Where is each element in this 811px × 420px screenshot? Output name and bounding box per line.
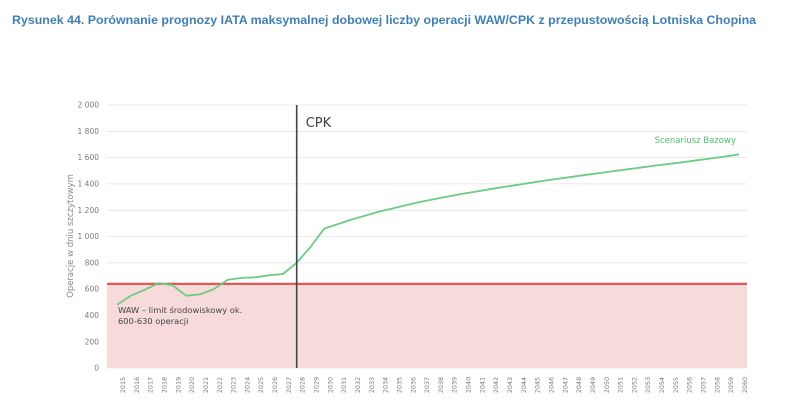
x-tick-2033: 2033 (368, 377, 376, 393)
x-tick-2049: 2049 (589, 377, 597, 393)
x-tick-2039: 2039 (451, 377, 459, 393)
y-tick-1000: 1 000 (78, 232, 100, 241)
y-tick-labels: 0 200 400 600 800 1 000 1 200 1 400 1 600 1 800 2 … (78, 101, 100, 373)
x-tick-2056: 2056 (686, 377, 694, 393)
x-tick-2025: 2025 (257, 377, 265, 393)
x-tick-2059: 2059 (727, 377, 735, 393)
x-tick-2035: 2035 (395, 377, 403, 393)
figure-caption: Rysunek 44. Porównanie prognozy IATA mak… (12, 13, 757, 27)
x-tick-2020: 2020 (188, 377, 196, 393)
x-tick-2041: 2041 (478, 377, 486, 393)
x-tick-2027: 2027 (285, 377, 293, 393)
y-tick-1400: 1 400 (78, 180, 100, 189)
x-tick-2042: 2042 (492, 377, 500, 393)
x-tick-2054: 2054 (658, 377, 666, 393)
x-tick-2057: 2057 (700, 377, 708, 393)
x-tick-2017: 2017 (147, 377, 155, 393)
x-tick-labels: 2015 2016 2017 2018 2019 2020 2021 2022 2023 2024… (119, 377, 749, 393)
limit-annotation-line-1: WAW – limit środowiskowy ok. (118, 305, 242, 315)
x-tick-2038: 2038 (437, 377, 445, 393)
limit-annotation-line-2: 600-630 operacji (118, 316, 188, 326)
x-tick-2048: 2048 (575, 377, 583, 393)
x-tick-2053: 2053 (644, 377, 652, 393)
x-tick-2046: 2046 (547, 377, 555, 393)
x-tick-2026: 2026 (271, 377, 279, 393)
limit-annotation: WAW – limit środowiskowy ok. 600-630 oper… (118, 305, 242, 326)
x-tick-2022: 2022 (216, 377, 224, 393)
x-tick-2058: 2058 (713, 377, 721, 393)
x-tick-2055: 2055 (672, 377, 680, 393)
series-line-scenariusz-bazowy (116, 153, 740, 306)
limit-zone-layer (107, 282, 747, 368)
y-tick-600: 600 (85, 285, 100, 294)
x-tick-2036: 2036 (409, 377, 417, 393)
x-tick-2018: 2018 (160, 377, 168, 393)
x-tick-2024: 2024 (243, 377, 251, 393)
x-tick-2016: 2016 (133, 377, 141, 393)
x-tick-2043: 2043 (506, 377, 514, 393)
x-tick-2045: 2045 (534, 377, 542, 393)
x-tick-2023: 2023 (230, 377, 238, 393)
x-tick-2052: 2052 (630, 377, 638, 393)
x-tick-2029: 2029 (313, 377, 321, 393)
limit-zone (107, 283, 747, 368)
x-tick-2060: 2060 (741, 377, 749, 393)
x-tick-2028: 2028 (299, 377, 307, 393)
y-tick-0: 0 (94, 364, 99, 373)
x-tick-2051: 2051 (617, 377, 625, 393)
x-tick-2050: 2050 (603, 377, 611, 393)
y-tick-1200: 1 200 (78, 206, 100, 215)
y-tick-800: 800 (85, 258, 100, 267)
y-axis-label: Operacje w dniu szczytowym (66, 174, 76, 298)
y-tick-1600: 1 600 (78, 153, 100, 162)
x-tick-2044: 2044 (520, 377, 528, 393)
y-tick-200: 200 (85, 337, 100, 346)
series-label-scenariusz-bazowy: Scenariusz Bazowy (655, 136, 736, 146)
x-tick-2047: 2047 (561, 377, 569, 393)
x-tick-2015: 2015 (119, 377, 127, 393)
x-tick-2030: 2030 (326, 377, 334, 393)
y-tick-2000: 2 000 (78, 101, 100, 110)
series-layer (116, 153, 740, 306)
y-tick-1800: 1 800 (78, 127, 100, 136)
x-tick-2037: 2037 (423, 377, 431, 393)
x-tick-2031: 2031 (340, 377, 348, 393)
y-tick-400: 400 (85, 311, 100, 320)
x-tick-2021: 2021 (202, 377, 210, 393)
x-tick-2034: 2034 (382, 377, 390, 393)
x-tick-2040: 2040 (465, 377, 473, 393)
x-tick-2019: 2019 (174, 377, 182, 393)
cpk-marker-label: CPK (306, 116, 332, 131)
x-tick-2032: 2032 (354, 377, 362, 393)
